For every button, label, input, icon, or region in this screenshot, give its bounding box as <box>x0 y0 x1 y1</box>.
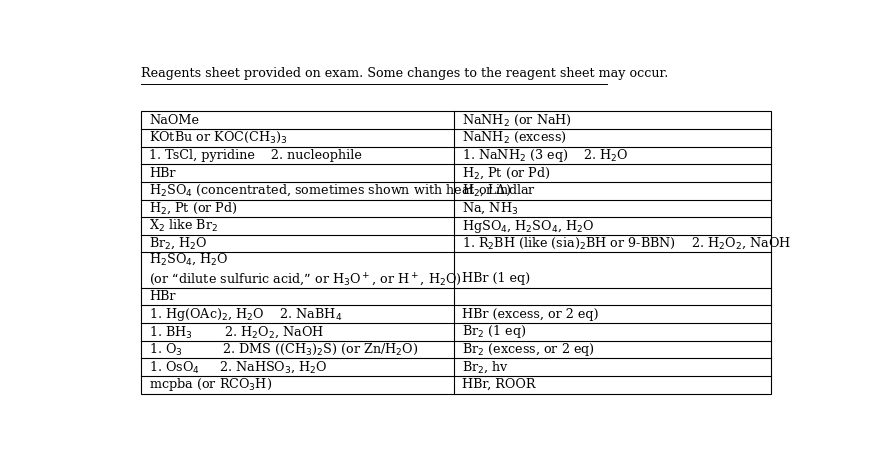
Bar <box>141 111 771 393</box>
Text: 1. R$_2$BH (like (sia)$_2$BH or 9-BBN)    2. H$_2$O$_2$, NaOH: 1. R$_2$BH (like (sia)$_2$BH or 9-BBN) 2… <box>463 236 791 251</box>
Text: mcpba (or RCO$_3$H): mcpba (or RCO$_3$H) <box>149 376 272 393</box>
Text: Na, NH$_3$: Na, NH$_3$ <box>463 201 519 216</box>
Text: 1. O$_3$          2. DMS ((CH$_3$)$_2$S) (or Zn/H$_2$O): 1. O$_3$ 2. DMS ((CH$_3$)$_2$S) (or Zn/H… <box>149 342 418 357</box>
Text: Br$_2$ (1 eq): Br$_2$ (1 eq) <box>463 323 527 340</box>
Text: H$_2$SO$_4$ (concentrated, sometimes shown with heat or Δ): H$_2$SO$_4$ (concentrated, sometimes sho… <box>149 183 511 198</box>
Text: HBr, ROOR: HBr, ROOR <box>463 378 536 391</box>
Text: NaNH$_2$ (excess): NaNH$_2$ (excess) <box>463 130 567 146</box>
Text: Br$_2$ (excess, or 2 eq): Br$_2$ (excess, or 2 eq) <box>463 341 596 358</box>
Text: 1. NaNH$_2$ (3 eq)    2. H$_2$O: 1. NaNH$_2$ (3 eq) 2. H$_2$O <box>463 147 629 164</box>
Text: H$_2$, Pt (or Pd): H$_2$, Pt (or Pd) <box>463 165 552 181</box>
Text: 1. Hg(OAc)$_2$, H$_2$O    2. NaBH$_4$: 1. Hg(OAc)$_2$, H$_2$O 2. NaBH$_4$ <box>149 305 342 323</box>
Text: HBr: HBr <box>149 167 175 180</box>
Text: Br$_2$, H$_2$O: Br$_2$, H$_2$O <box>149 236 208 251</box>
Text: HBr: HBr <box>149 290 175 303</box>
Text: KOtBu or KOC(CH$_3$)$_3$: KOtBu or KOC(CH$_3$)$_3$ <box>149 130 287 146</box>
Text: Br$_2$, hv: Br$_2$, hv <box>463 360 509 375</box>
Text: H$_2$, Lindlar: H$_2$, Lindlar <box>463 183 537 198</box>
Text: NaOMe: NaOMe <box>149 114 199 127</box>
Text: 1. TsCl, pyridine    2. nucleophile: 1. TsCl, pyridine 2. nucleophile <box>149 149 362 162</box>
Text: HBr (1 eq): HBr (1 eq) <box>463 273 530 285</box>
Text: 1. BH$_3$        2. H$_2$O$_2$, NaOH: 1. BH$_3$ 2. H$_2$O$_2$, NaOH <box>149 324 324 339</box>
Text: HgSO$_4$, H$_2$SO$_4$, H$_2$O: HgSO$_4$, H$_2$SO$_4$, H$_2$O <box>463 218 595 234</box>
Text: X$_2$ like Br$_2$: X$_2$ like Br$_2$ <box>149 218 218 234</box>
Text: Reagents sheet provided on exam. Some changes to the reagent sheet may occur.: Reagents sheet provided on exam. Some ch… <box>141 67 668 80</box>
Text: H$_2$, Pt (or Pd): H$_2$, Pt (or Pd) <box>149 201 238 216</box>
Text: NaNH$_2$ (or NaH): NaNH$_2$ (or NaH) <box>463 113 573 128</box>
Text: HBr (excess, or 2 eq): HBr (excess, or 2 eq) <box>463 308 599 321</box>
Text: H$_2$SO$_4$, H$_2$O
(or “dilute sulfuric acid,” or H$_3$O$^+$, or H$^+$, H$_2$O): H$_2$SO$_4$, H$_2$O (or “dilute sulfuric… <box>149 252 462 289</box>
Text: 1. OsO$_4$     2. NaHSO$_3$, H$_2$O: 1. OsO$_4$ 2. NaHSO$_3$, H$_2$O <box>149 360 328 375</box>
